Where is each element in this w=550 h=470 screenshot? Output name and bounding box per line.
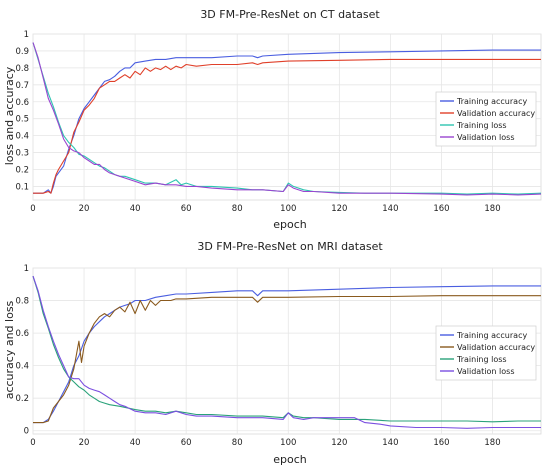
ct-x-axis-label: epoch xyxy=(273,218,307,231)
mri-y-tick-label: 0.4 xyxy=(15,362,29,372)
ct-y-tick-label: 1 xyxy=(24,30,29,40)
ct-y-axis-label: loss and accuracy xyxy=(3,66,16,165)
mri-legend-label: Training accuracy xyxy=(456,331,527,340)
mri-x-tick-label: 60 xyxy=(181,438,192,448)
ct-y-tick-label: 0.1 xyxy=(15,182,29,192)
mri-x-tick-label: 160 xyxy=(433,438,449,448)
ct-y-tick-label: 0.5 xyxy=(15,115,29,125)
mri-chart: 3D FM-Pre-ResNet on MRI dataset 00.20.40… xyxy=(3,240,542,466)
mri-y-tick-label: 0 xyxy=(24,427,29,437)
mri-x-tick-label: 40 xyxy=(130,438,141,448)
ct-x-tick-label: 140 xyxy=(382,204,398,214)
ct-series-validation-loss xyxy=(32,42,542,196)
ct-legend-label: Validation loss xyxy=(457,133,515,142)
ct-y-tick-label: 0.7 xyxy=(15,81,29,91)
mri-series-lines xyxy=(32,275,541,429)
ct-y-tick-label: 0.8 xyxy=(15,64,29,74)
ct-x-ticks: 0 20 40 60 80 100 120 140 160 180 xyxy=(30,204,500,214)
mri-series-validation-accuracy xyxy=(33,295,541,424)
mri-y-tick-label: 0.8 xyxy=(15,297,29,307)
mri-y-ticks: 0 0.2 0.4 0.6 0.8 1 xyxy=(15,264,29,437)
ct-x-tick-label: 80 xyxy=(232,204,243,214)
ct-legend: Training accuracy Validation accuracy Trai… xyxy=(435,91,537,147)
mri-chart-title: 3D FM-Pre-ResNet on MRI dataset xyxy=(197,240,383,253)
ct-chart-title: 3D FM-Pre-ResNet on CT dataset xyxy=(200,8,380,21)
mri-legend-label: Validation loss xyxy=(457,367,515,376)
mri-series-training-accuracy xyxy=(33,285,541,424)
mri-x-tick-label: 0 xyxy=(30,438,35,448)
mri-y-tick-label: 0.6 xyxy=(15,329,29,339)
mri-x-tick-label: 120 xyxy=(331,438,347,448)
ct-legend-label: Training accuracy xyxy=(456,97,527,106)
ct-x-tick-label: 0 xyxy=(30,204,35,214)
ct-series-training-accuracy xyxy=(33,49,541,194)
ct-x-tick-label: 20 xyxy=(79,204,90,214)
ct-x-tick-label: 100 xyxy=(280,204,296,214)
ct-y-tick-label: 0.9 xyxy=(15,47,29,57)
mri-x-tick-label: 100 xyxy=(280,438,296,448)
mri-y-axis-label: accuracy and loss xyxy=(3,300,16,399)
mri-legend-label: Training loss xyxy=(456,355,507,364)
mri-x-tick-label: 180 xyxy=(484,438,500,448)
mri-legend-label: Validation accuracy xyxy=(457,343,535,352)
mri-legend: Training accuracy Validation accuracy Trai… xyxy=(435,325,537,381)
mri-x-ticks: 0 20 40 60 80 100 120 140 160 180 xyxy=(30,438,500,448)
ct-y-ticks: 0.1 0.2 0.3 0.4 0.5 0.6 0.7 0.8 0.9 1 xyxy=(15,30,29,192)
mri-x-tick-label: 20 xyxy=(79,438,90,448)
ct-series-validation-accuracy xyxy=(33,58,541,194)
ct-y-tick-label: 0.4 xyxy=(15,132,29,142)
ct-x-tick-label: 60 xyxy=(181,204,192,214)
mri-y-tick-label: 1 xyxy=(24,264,29,274)
mri-y-tick-label: 0.2 xyxy=(15,394,29,404)
ct-x-tick-label: 180 xyxy=(484,204,500,214)
ct-legend-label: Training loss xyxy=(456,121,507,130)
mri-x-tick-label: 140 xyxy=(382,438,398,448)
ct-series-lines xyxy=(32,42,542,196)
mri-x-tick-label: 80 xyxy=(232,438,243,448)
ct-legend-label: Validation accuracy xyxy=(457,109,535,118)
ct-y-tick-label: 0.2 xyxy=(15,166,29,176)
ct-x-tick-label: 160 xyxy=(433,204,449,214)
mri-x-axis-label: epoch xyxy=(273,453,307,466)
ct-x-tick-label: 40 xyxy=(130,204,141,214)
ct-x-tick-label: 120 xyxy=(331,204,347,214)
ct-y-tick-label: 0.3 xyxy=(15,149,29,159)
ct-chart: 3D FM-Pre-ResNet on CT dataset 0.1 0.2 0.3… xyxy=(3,8,542,231)
mri-series-validation-loss xyxy=(32,275,541,429)
ct-y-tick-label: 0.6 xyxy=(15,98,29,108)
